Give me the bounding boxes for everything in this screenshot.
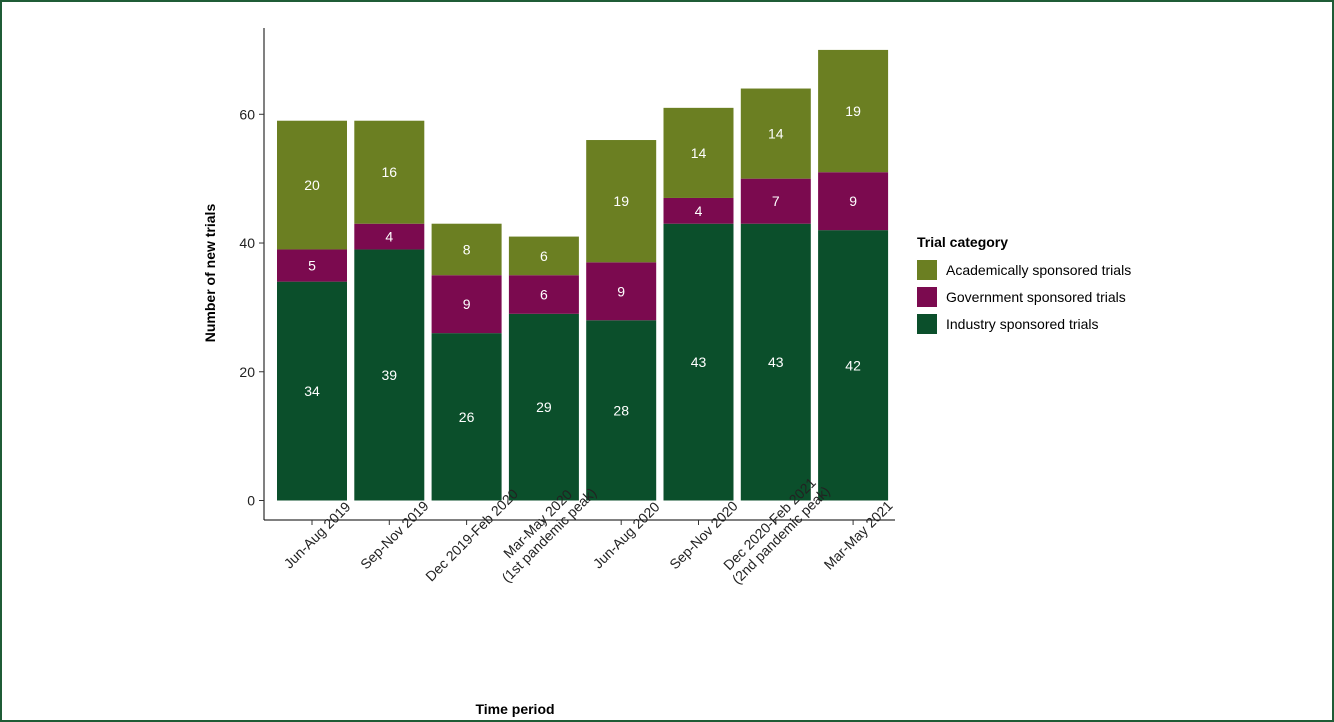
y-tick-label: 20 (239, 364, 255, 380)
bar-value-label: 20 (304, 177, 320, 193)
bar-value-label: 9 (849, 193, 857, 209)
legend-swatch (917, 287, 937, 307)
legend-swatch (917, 314, 937, 334)
legend-label: Academically sponsored trials (946, 262, 1131, 278)
legend-label: Government sponsored trials (946, 289, 1126, 305)
bar-segment (663, 197, 734, 224)
bar-segment (431, 333, 502, 501)
bar-segment (586, 262, 657, 321)
bar-value-label: 29 (536, 399, 552, 415)
bar-value-label: 39 (382, 367, 398, 383)
bar-segment (354, 223, 425, 250)
bar-segment (508, 236, 579, 276)
bar-segment (663, 107, 734, 198)
bar-segment (277, 249, 347, 282)
bar-segment (354, 120, 425, 224)
y-axis-title: Number of new trials (202, 204, 218, 343)
bar-value-label: 19 (613, 193, 629, 209)
bar-value-label: 6 (540, 248, 548, 264)
bar-value-label: 4 (695, 203, 703, 219)
bar-segment (740, 178, 811, 224)
bar-segment (277, 120, 347, 250)
bar-segment (508, 275, 579, 314)
bar-segment (740, 223, 811, 501)
x-tick-label: Sep-Nov 2019 (357, 498, 432, 573)
bar-segment (431, 275, 502, 334)
bar-value-label: 9 (463, 296, 471, 312)
legend-swatch (917, 260, 937, 280)
bar-segment (277, 281, 347, 501)
bar-value-label: 16 (382, 164, 398, 180)
bar-segment (586, 320, 657, 501)
x-tick-label-line: Sep-Nov 2019 (357, 498, 432, 573)
bar-value-label: 4 (385, 229, 393, 245)
bars-group (277, 49, 889, 501)
x-tick-label: Jun-Aug 2019 (281, 498, 354, 571)
bar-segment (740, 88, 811, 179)
bar-value-label: 28 (613, 402, 629, 418)
bar-value-label: 14 (691, 145, 707, 161)
bar-value-label: 34 (304, 383, 320, 399)
bar-value-label: 8 (463, 241, 471, 257)
bar-value-label: 43 (691, 354, 707, 370)
x-axis-title: Time period (475, 701, 554, 717)
x-tick-label-line: Jun-Aug 2020 (590, 498, 663, 571)
bar-segment (431, 223, 502, 276)
y-ticks-group: 0 20 40 60 (239, 106, 264, 509)
legend: Trial category Academically sponsored tr… (917, 234, 1131, 334)
bar-value-label: 42 (845, 357, 861, 373)
bar-value-label: 43 (768, 354, 784, 370)
bar-segment (818, 172, 889, 231)
x-tick-label: Mar-May 2021 (821, 497, 896, 572)
axes-group (263, 28, 895, 521)
y-tick-label: 60 (239, 106, 255, 122)
bar-value-label: 9 (617, 283, 625, 299)
bar-value-label: 14 (768, 126, 784, 142)
bar-segment (818, 230, 889, 501)
bar-value-label: 5 (308, 258, 316, 274)
y-tick-label: 40 (239, 235, 255, 251)
bar-segment (354, 249, 425, 501)
y-tick-label: 0 (247, 493, 255, 509)
x-tick-label: Jun-Aug 2020 (590, 498, 663, 571)
bar-value-label: 7 (772, 193, 780, 209)
x-tick-label-line: Jun-Aug 2019 (281, 498, 354, 571)
bar-value-label: 26 (459, 409, 475, 425)
bar-labels-group: 34 5 20 39 4 16 26 9 8 29 6 6 28 9 19 43 4 14 43 7 14 42 9 19 (304, 103, 861, 425)
legend-title: Trial category (917, 234, 1008, 250)
bar-value-label: 19 (845, 103, 861, 119)
bar-segment (818, 49, 889, 173)
legend-label: Industry sponsored trials (946, 316, 1099, 332)
bar-segment (586, 140, 657, 263)
bar-segment (508, 313, 579, 501)
x-tick-label-line: Mar-May 2021 (821, 497, 896, 572)
bar-value-label: 6 (540, 287, 548, 303)
bar-segment (663, 223, 734, 501)
